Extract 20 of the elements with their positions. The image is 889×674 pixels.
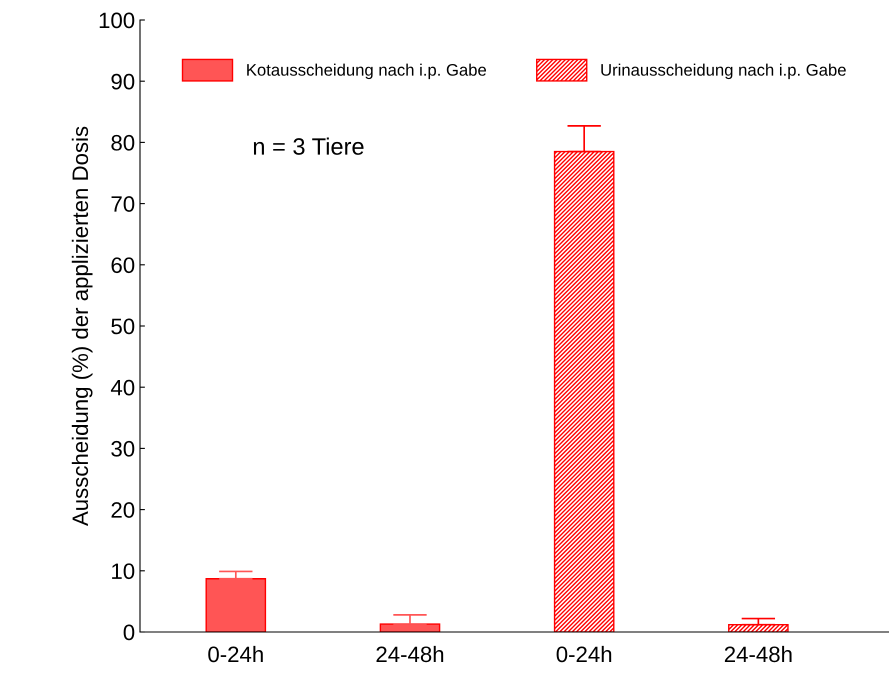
x-tick-label: 0-24h [556, 646, 612, 662]
x-tick-label: 0-24h [208, 646, 263, 662]
y-tick-label: 30 [111, 440, 134, 457]
y-tick-label: 60 [112, 257, 134, 274]
y-tick-label: 70 [112, 196, 134, 212]
y-tick-label: 40 [110, 380, 134, 396]
legend-label: Kotausscheidung nach i.p. Gabe [247, 64, 486, 80]
y-tick-label: 10 [112, 563, 134, 580]
y-tick-label: 50 [111, 318, 134, 334]
x-tick-label: 24-48h [376, 646, 444, 662]
y-tick-label: 90 [111, 74, 134, 90]
y-tick-label: 0 [124, 624, 134, 640]
y-tick-label: 20 [112, 502, 134, 518]
y-tick-label: 100 [100, 12, 134, 28]
legend-label: Urinausscheidung nach i.p. Gabe [601, 64, 846, 80]
y-axis-title: Ausscheidung (%) der applizierten Dosis [72, 126, 93, 526]
x-tick-label: 24-48h [724, 646, 792, 662]
annotation: n = 3 Tiere [254, 138, 364, 155]
bar [554, 150, 614, 632]
y-tick-label: 80 [111, 134, 134, 151]
